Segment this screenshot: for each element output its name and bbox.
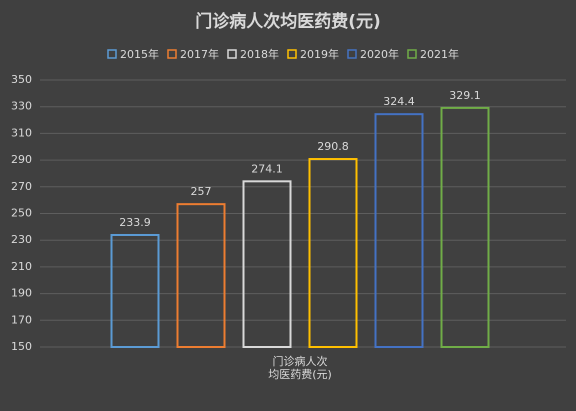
data-label: 274.1 bbox=[251, 162, 283, 175]
legend-label: 2021年 bbox=[420, 47, 459, 61]
y-tick-label: 210 bbox=[11, 260, 32, 273]
legend-label: 2020年 bbox=[360, 47, 399, 61]
legend-swatch bbox=[107, 49, 117, 59]
bar bbox=[176, 203, 226, 348]
y-tick-label: 190 bbox=[11, 287, 32, 300]
bar bbox=[242, 180, 292, 348]
data-label: 329.1 bbox=[449, 89, 481, 102]
legend-swatch bbox=[287, 49, 297, 59]
legend-swatch bbox=[227, 49, 237, 59]
y-tick-label: 270 bbox=[11, 180, 32, 193]
legend-swatch bbox=[347, 49, 357, 59]
bar bbox=[440, 106, 490, 348]
legend-label: 2018年 bbox=[240, 47, 279, 61]
y-tick-label: 310 bbox=[11, 126, 32, 139]
legend-swatch bbox=[407, 49, 417, 59]
x-tick-label-box: 门诊病人次均医药费(元) bbox=[268, 355, 332, 381]
data-label: 233.9 bbox=[119, 216, 151, 229]
chart-title: 门诊病人次均医药费(元) bbox=[195, 11, 381, 32]
y-tick-label: 350 bbox=[11, 73, 32, 86]
data-label: 290.8 bbox=[317, 140, 349, 153]
bar bbox=[308, 158, 358, 348]
y-tick-label: 290 bbox=[11, 153, 32, 166]
y-tick-label: 170 bbox=[11, 313, 32, 326]
legend-label: 2015年 bbox=[120, 47, 159, 61]
legend-swatch bbox=[167, 49, 177, 59]
y-tick-label: 150 bbox=[11, 340, 32, 353]
y-tick-label: 230 bbox=[11, 233, 32, 246]
legend-label: 2017年 bbox=[180, 47, 219, 61]
y-tick-label: 330 bbox=[11, 100, 32, 113]
x-tick-label: 门诊病人次均医药费(元) bbox=[268, 355, 332, 381]
bar bbox=[374, 113, 424, 349]
data-label: 324.4 bbox=[383, 95, 415, 108]
legend-label: 2019年 bbox=[300, 47, 339, 61]
data-label: 257 bbox=[191, 185, 212, 198]
y-tick-label: 250 bbox=[11, 207, 32, 220]
bar bbox=[110, 233, 160, 348]
